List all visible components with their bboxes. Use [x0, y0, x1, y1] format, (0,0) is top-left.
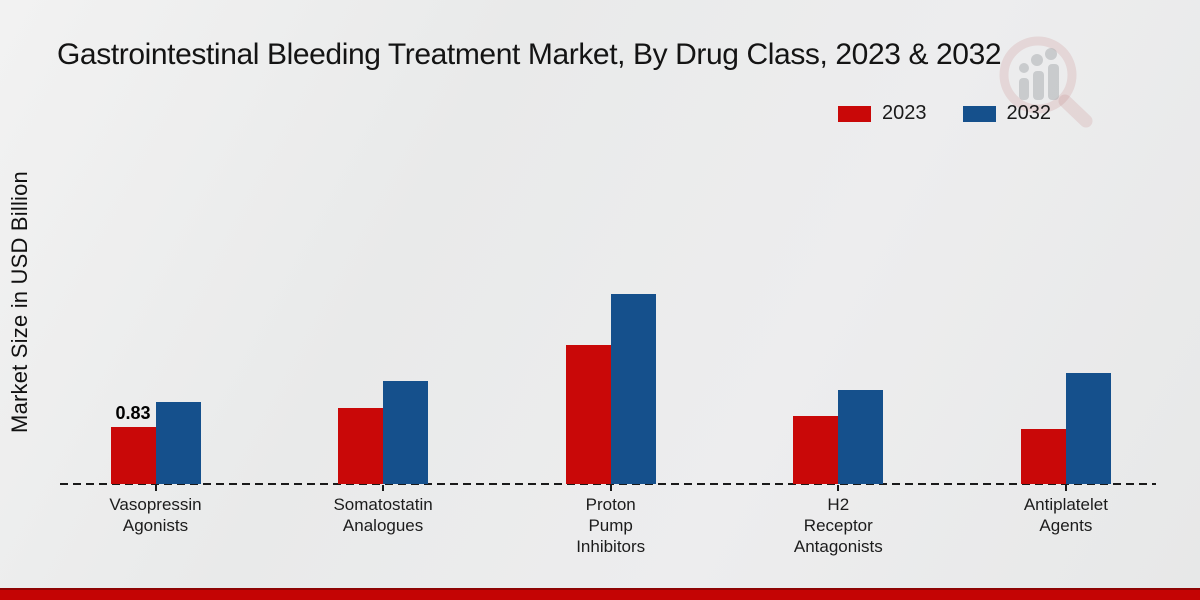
category-label-vasopressin-agonists: Vasopressin Agonists	[109, 495, 202, 535]
category-label-h2-receptor-antagonists: H2 Receptor Antagonists	[793, 495, 883, 556]
x-axis-tick	[154, 485, 157, 491]
legend-item-2023: 2023	[838, 102, 927, 125]
bar-2032-somatostatin-analogues	[383, 381, 429, 484]
x-axis-tick	[1064, 485, 1067, 491]
chart-title: Gastrointestinal Bleeding Treatment Mark…	[57, 38, 1002, 71]
legend-swatch-2032-icon	[962, 105, 996, 122]
x-axis-tick	[382, 485, 385, 491]
category-label-proton-pump-inhibitors: Proton Pump Inhibitors	[576, 495, 646, 556]
x-axis-tick	[837, 485, 840, 491]
x-axis-baseline	[60, 483, 1156, 485]
legend-item-2032: 2032	[962, 102, 1052, 125]
bar-2032-proton-pump-inhibitors	[610, 294, 656, 484]
bar-2023-h2-receptor-antagonists	[793, 416, 839, 484]
bar-2023-somatostatin-analogues	[338, 408, 384, 484]
legend: 2023 2032	[838, 102, 1051, 125]
bar-2032-vasopressin-agonists	[155, 402, 201, 484]
data-label-2023: 0.83	[115, 403, 151, 423]
bottom-accent-strip	[0, 588, 1200, 600]
bar-2023-antiplatelet-agents	[1020, 429, 1066, 484]
legend-swatch-2023-icon	[838, 105, 871, 122]
bar-2023-vasopressin-agonists	[110, 427, 156, 484]
category-label-antiplatelet-agents: Antiplatelet Agents	[1023, 495, 1108, 535]
x-axis-tick	[609, 485, 612, 491]
bar-2023-proton-pump-inhibitors	[565, 345, 611, 484]
category-label-somatostatin-analogues: Somatostatin Analogues	[333, 495, 433, 535]
legend-label-2032: 2032	[1006, 102, 1052, 124]
legend-label-2023: 2023	[882, 102, 927, 124]
bar-2032-h2-receptor-antagonists	[838, 390, 884, 484]
bar-2032-antiplatelet-agents	[1065, 373, 1111, 484]
